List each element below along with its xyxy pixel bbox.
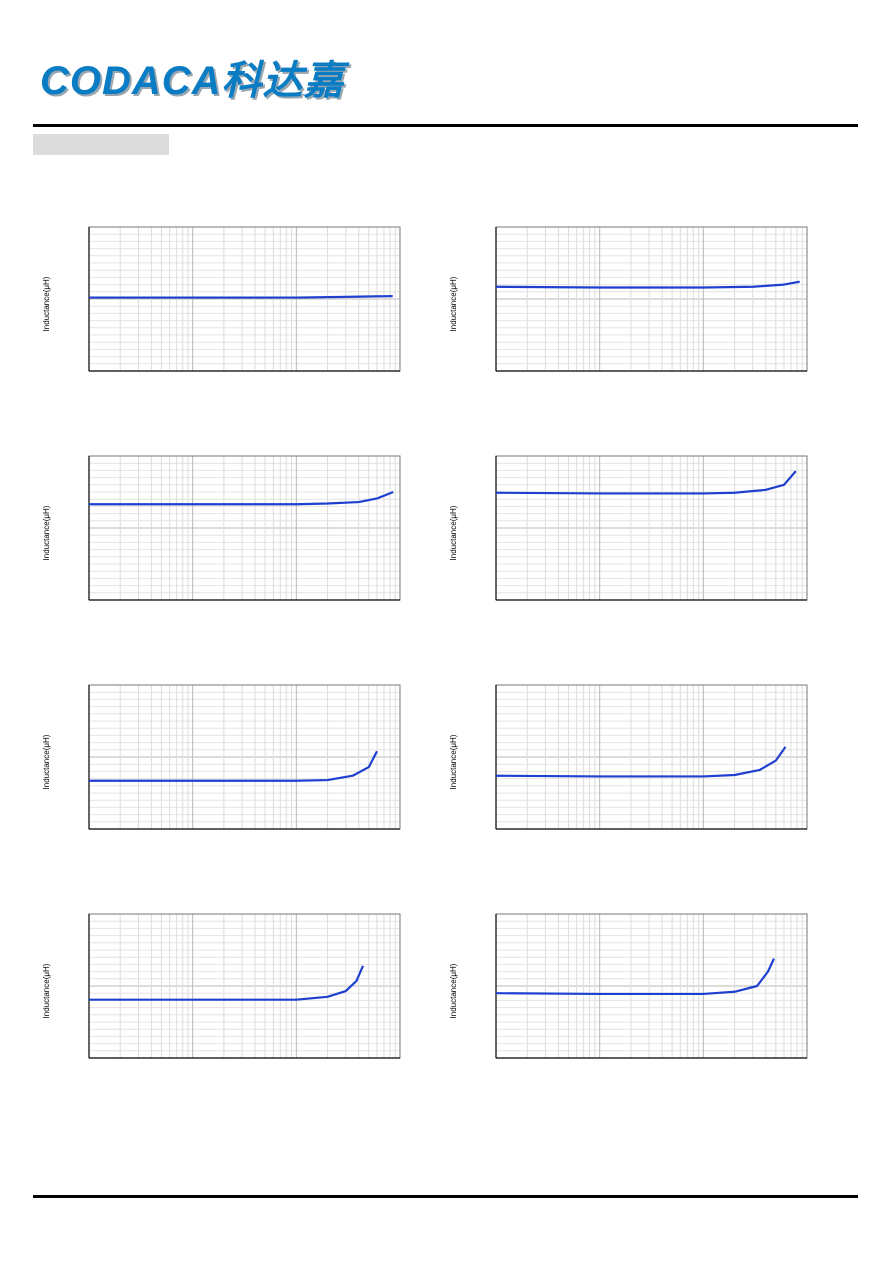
inductance-curve bbox=[495, 958, 775, 996]
y-axis-label: Inductance(μH) bbox=[42, 963, 51, 1018]
inductance-curve bbox=[495, 746, 787, 778]
inductance-curve bbox=[89, 490, 394, 506]
y-axis-label: Inductance(μH) bbox=[449, 734, 458, 789]
header-rule bbox=[33, 124, 858, 127]
inductance-curve bbox=[495, 470, 797, 495]
inductance-curve bbox=[495, 280, 800, 289]
inductance-curve bbox=[89, 750, 378, 782]
inductance-curve bbox=[89, 295, 393, 299]
section-tab bbox=[33, 134, 169, 155]
logo: CODACA科达嘉 bbox=[40, 59, 345, 103]
y-axis-label: Inductance(μH) bbox=[42, 734, 51, 789]
y-axis-label: Inductance(μH) bbox=[449, 505, 458, 560]
inductance-curve bbox=[89, 965, 365, 1001]
y-axis-label: Inductance(μH) bbox=[449, 963, 458, 1018]
y-axis-label: Inductance(μH) bbox=[42, 505, 51, 560]
y-axis-label: Inductance(μH) bbox=[42, 276, 51, 331]
footer-rule bbox=[33, 1195, 858, 1198]
y-axis-label: Inductance(μH) bbox=[449, 276, 458, 331]
